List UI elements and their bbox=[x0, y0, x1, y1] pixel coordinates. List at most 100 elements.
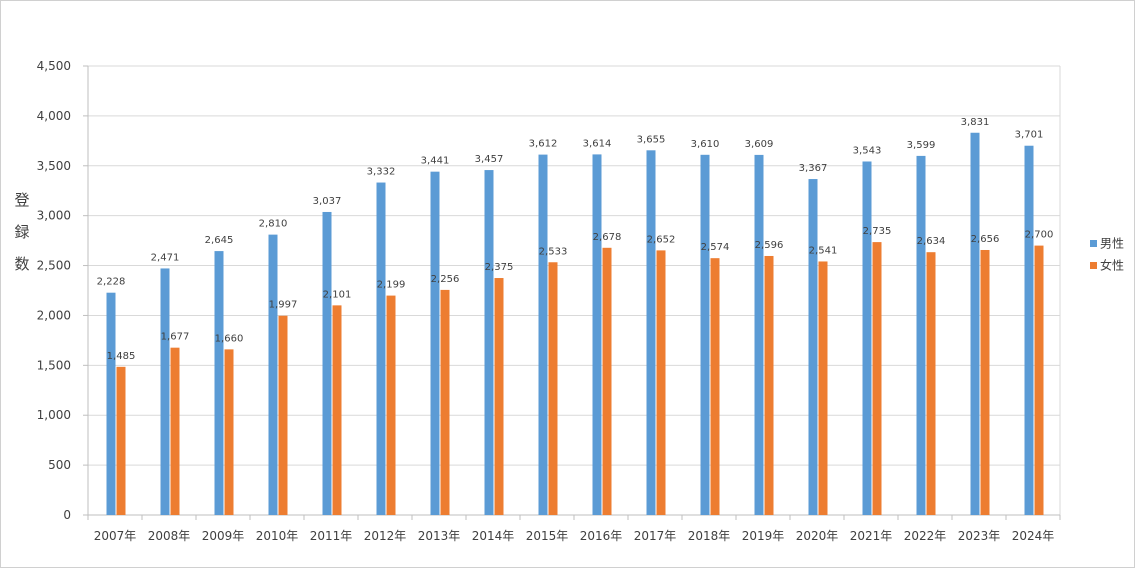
x-tick-label: 2009年 bbox=[202, 529, 245, 543]
y-axis-tick-labels: 0 500 1,000 1,500 2,000 2,500 3,000 3,500 4,000 4… bbox=[37, 59, 71, 522]
x-tick-label: 2019年 bbox=[742, 529, 785, 543]
data-label-female: 1,997 bbox=[269, 300, 298, 311]
y-axis-title-char: 数 bbox=[14, 255, 29, 273]
gridlines bbox=[88, 65, 1060, 466]
x-tick-label: 2011年 bbox=[310, 529, 353, 543]
data-label-female: 2,652 bbox=[647, 234, 676, 245]
bar-male-2021年 bbox=[862, 161, 872, 515]
data-label-male: 2,471 bbox=[151, 252, 180, 263]
data-labels: 2,228 1,485 2,471 1,677 2,645 1,660 2,810 1,997… bbox=[97, 117, 1054, 362]
x-tick-label: 2023年 bbox=[958, 529, 1001, 543]
y-tick-label: 2,500 bbox=[37, 259, 71, 273]
y-axis-title-char: 録 bbox=[14, 223, 29, 241]
bar-female-2018年 bbox=[710, 258, 720, 515]
bar-female-2023年 bbox=[980, 249, 990, 515]
data-label-male: 3,614 bbox=[583, 138, 612, 149]
data-label-female: 2,574 bbox=[701, 242, 730, 253]
x-tick-label: 2015年 bbox=[526, 529, 569, 543]
bar-female-2016年 bbox=[602, 247, 612, 515]
data-label-male: 3,037 bbox=[313, 196, 342, 207]
data-label-male: 3,332 bbox=[367, 167, 396, 178]
bar-female-2010年 bbox=[278, 315, 288, 515]
y-tick-label: 4,500 bbox=[37, 59, 71, 73]
y-tick-label: 500 bbox=[48, 458, 71, 472]
data-label-female: 2,735 bbox=[863, 226, 892, 237]
legend-swatch-female bbox=[1090, 262, 1097, 269]
bar-male-2010年 bbox=[268, 234, 278, 515]
bar-female-2011年 bbox=[332, 305, 342, 515]
y-tick-label: 2,000 bbox=[37, 308, 71, 322]
data-label-male: 3,441 bbox=[421, 156, 450, 167]
y-tick-label: 3,000 bbox=[37, 209, 71, 223]
legend-label-female: 女性 bbox=[1100, 258, 1124, 273]
bar-male-2007年 bbox=[106, 292, 116, 515]
data-label-male: 3,367 bbox=[799, 163, 828, 174]
legend-swatch-male bbox=[1090, 240, 1097, 247]
bar-male-2020年 bbox=[808, 179, 818, 515]
axes bbox=[83, 65, 1061, 520]
y-axis-title: 登録数 bbox=[14, 191, 29, 273]
x-tick-label: 2018年 bbox=[688, 529, 731, 543]
data-label-male: 2,228 bbox=[97, 277, 126, 288]
bar-female-2014年 bbox=[494, 278, 504, 515]
bar-male-2024年 bbox=[1024, 145, 1034, 515]
x-tick-label: 2012年 bbox=[364, 529, 407, 543]
bar-male-2022年 bbox=[916, 155, 926, 515]
x-tick-label: 2024年 bbox=[1012, 529, 1055, 543]
data-label-female: 2,700 bbox=[1025, 230, 1054, 241]
bar-female-2019年 bbox=[764, 255, 774, 516]
data-label-male: 3,831 bbox=[961, 117, 990, 128]
x-tick-label: 2008年 bbox=[148, 529, 191, 543]
data-label-male: 3,612 bbox=[529, 139, 558, 150]
bar-male-2014年 bbox=[484, 170, 494, 515]
y-axis-label: 登録数 bbox=[14, 191, 29, 273]
data-label-female: 2,541 bbox=[809, 245, 838, 256]
y-tick-label: 4,000 bbox=[37, 109, 71, 123]
data-label-male: 3,609 bbox=[745, 139, 774, 150]
x-axis-tick-labels: 2007年 2008年 2009年 2010年 2011年 2012年 2013年 2014年… bbox=[94, 529, 1055, 543]
bar-male-2009年 bbox=[214, 251, 224, 516]
x-tick-label: 2016年 bbox=[580, 529, 623, 543]
data-label-female: 1,677 bbox=[161, 332, 190, 343]
y-tick-label: 1,000 bbox=[37, 408, 71, 422]
bar-male-2018年 bbox=[700, 154, 710, 515]
data-label-female: 2,656 bbox=[971, 234, 1000, 245]
data-label-female: 2,596 bbox=[755, 240, 784, 251]
x-tick-label: 2022年 bbox=[904, 529, 947, 543]
data-label-male: 3,543 bbox=[853, 145, 882, 156]
bar-male-2012年 bbox=[376, 182, 386, 515]
data-label-female: 2,256 bbox=[431, 274, 460, 285]
x-tick-label: 2020年 bbox=[796, 529, 839, 543]
data-label-male: 3,599 bbox=[907, 140, 936, 151]
data-label-female: 2,199 bbox=[377, 280, 406, 291]
bar-male-2013年 bbox=[430, 171, 440, 515]
y-tick-label: 3,500 bbox=[37, 159, 71, 173]
x-tick-label: 2007年 bbox=[94, 529, 137, 543]
x-tick-label: 2014年 bbox=[472, 529, 515, 543]
data-label-female: 1,660 bbox=[215, 333, 244, 344]
data-label-male: 2,645 bbox=[205, 235, 234, 246]
y-tick-label: 0 bbox=[63, 508, 71, 522]
bar-female-2020年 bbox=[818, 261, 828, 515]
bar-female-2024年 bbox=[1034, 245, 1044, 515]
bar-male-2015年 bbox=[538, 154, 548, 515]
data-label-male: 2,810 bbox=[259, 219, 288, 230]
bar-female-2017年 bbox=[656, 250, 666, 515]
data-label-female: 1,485 bbox=[107, 351, 136, 362]
x-tick-label: 2013年 bbox=[418, 529, 461, 543]
data-label-male: 3,610 bbox=[691, 139, 720, 150]
data-label-male: 3,701 bbox=[1015, 130, 1044, 141]
y-axis-title-char: 登 bbox=[14, 191, 29, 209]
x-tick-label: 2010年 bbox=[256, 529, 299, 543]
bar-male-2019年 bbox=[754, 154, 764, 516]
bar-female-2007年 bbox=[116, 366, 126, 515]
bar-male-2017年 bbox=[646, 150, 656, 515]
bars bbox=[106, 132, 1044, 516]
bar-male-2016年 bbox=[592, 154, 602, 515]
data-label-female: 2,375 bbox=[485, 262, 514, 273]
y-tick-label: 1,500 bbox=[37, 358, 71, 372]
bar-female-2021年 bbox=[872, 242, 882, 515]
